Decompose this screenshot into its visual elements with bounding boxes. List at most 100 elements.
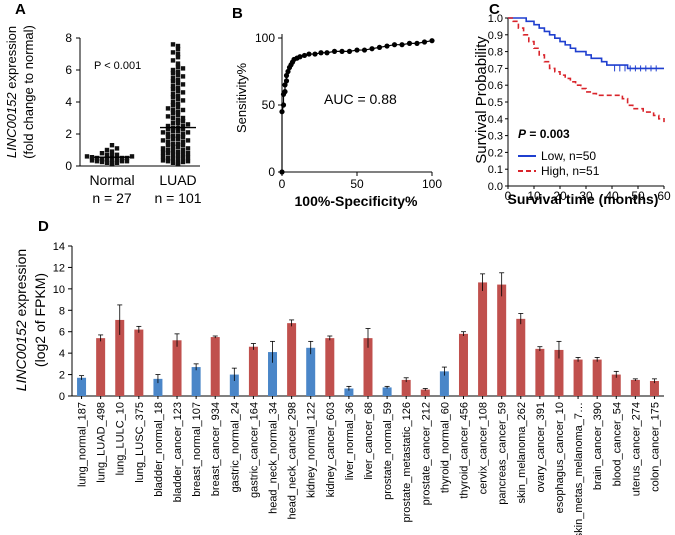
panel-b-point <box>354 47 360 53</box>
panel-d-bar <box>573 359 583 396</box>
panel-a-point <box>160 130 166 135</box>
panel-d-x-tick-label: lung_LUSC_375 <box>134 402 146 483</box>
panel-a-point <box>104 157 110 162</box>
panel-a-point <box>175 61 181 66</box>
panel-a-point <box>180 127 186 132</box>
panel-a-point <box>104 147 110 153</box>
panel-b-point <box>421 39 428 45</box>
panel-b-x-label: 100%-Specificity% <box>295 193 418 209</box>
panel-b-point <box>312 51 318 57</box>
panel-d-bar <box>229 374 239 396</box>
panel-a-point <box>94 155 100 161</box>
panel-d-x-tick-label: liver_normal_36 <box>344 402 356 480</box>
panel-a-point <box>89 155 95 160</box>
panel-d-x-tick-label: brain_cancer_390 <box>592 402 604 490</box>
panel-a-point <box>170 87 176 92</box>
panel-c-x-tick-label: 30 <box>579 189 593 203</box>
panel-d-bar <box>592 359 602 396</box>
panel-a-point <box>114 157 120 162</box>
panel-a-y-label-gene: LINC00152 <box>4 92 19 159</box>
panel-a-point <box>175 149 181 154</box>
panel-a-point <box>175 104 181 109</box>
panel-d-x-tick-label: gastric_normal_24 <box>229 402 241 493</box>
panel-d-x-tick-label: head_neck_cancer_298 <box>287 402 299 519</box>
panel-a-point <box>89 158 95 163</box>
panel-d-x-tick-label: liver_cancer_68 <box>363 402 375 480</box>
panel-b-y-tick-label: 100 <box>255 31 275 45</box>
panel-a-point <box>175 136 181 141</box>
panel-a-point <box>175 51 181 57</box>
panel-c-y-tick-label: 0.7 <box>488 63 503 75</box>
panel-a-point <box>175 69 181 74</box>
panel-d-y-tick-label: 4 <box>59 348 65 360</box>
panel-d-x-tick-label: bladder_normal_18 <box>153 402 165 497</box>
panel-c-letter: C <box>489 1 500 18</box>
panel-a-point <box>170 99 176 105</box>
panel-d-bar <box>306 347 316 396</box>
panel-d-bar <box>497 284 507 396</box>
panel-a-y-tick-label: 4 <box>65 95 72 109</box>
panel-a-point <box>165 135 171 140</box>
panel-d-bar <box>439 371 449 396</box>
panel-a-point <box>180 66 186 71</box>
panel-b-x-tick-label: 0 <box>279 177 286 191</box>
svg-text:LINC00152 expression: LINC00152 expression <box>4 26 19 158</box>
panel-a-point <box>170 91 176 97</box>
panel-a-point <box>170 58 176 63</box>
panel-a-letter: A <box>15 1 26 18</box>
panel-c-x-tick-label: 60 <box>657 189 671 203</box>
panel-d-x-tick-label: breast_cancer_934 <box>210 402 222 496</box>
panel-b-point <box>346 48 353 55</box>
panel-a-point <box>175 109 181 114</box>
panel-d-x-tick-label: pancreas_cancer_59 <box>497 402 509 505</box>
panel-a-pvalue: P < 0.001 <box>94 60 141 72</box>
panel-b-point <box>324 50 330 56</box>
panel-a-point <box>175 112 181 117</box>
panel-b-point <box>283 72 290 79</box>
panel-d-y-label-line2: (log2 of FPKM) <box>32 273 48 367</box>
panel-c-low-curve <box>508 17 664 70</box>
panel-a-point <box>170 42 176 47</box>
panel-a-point <box>170 152 176 157</box>
panel-b-point <box>339 48 345 55</box>
panel-d-bar <box>363 338 373 396</box>
panel-d-bar <box>153 378 163 396</box>
panel-a-point <box>180 90 186 95</box>
panel-a-point <box>180 135 186 140</box>
panel-a-point <box>165 106 171 111</box>
panel-a-point <box>175 43 181 49</box>
panel-d-bar <box>649 381 659 396</box>
panel-a-point <box>99 159 105 165</box>
panel-d-y-tick-label: 2 <box>59 370 65 382</box>
panel-a-point <box>104 152 110 157</box>
panel-d-x-tick-label: cervix_cancer_108 <box>478 402 490 494</box>
panel-a-point <box>165 159 171 164</box>
panel-a-point <box>170 120 176 125</box>
panel-d-bar <box>210 337 220 396</box>
panel-d-bars <box>77 272 659 396</box>
panel-a-point <box>170 75 176 81</box>
panel-c-x-tick-label: 10 <box>527 189 541 203</box>
panel-a-point <box>84 154 90 159</box>
panel-a-point <box>180 143 186 148</box>
panel-b-point <box>331 48 338 55</box>
panel-a-point <box>185 159 191 164</box>
panel-a-point <box>175 133 181 138</box>
panel-d-bar <box>478 282 488 396</box>
panel-b-y-tick-label: 50 <box>262 98 276 112</box>
panel-b-point <box>283 78 290 84</box>
panel-a-point <box>175 101 181 106</box>
panel-a-point <box>180 98 186 103</box>
panel-a-point <box>109 149 115 154</box>
panel-a-point <box>170 115 176 121</box>
panel-a-point <box>175 157 181 162</box>
panel-b-point <box>297 54 303 60</box>
panel-b-point <box>318 50 324 56</box>
panel-a-point <box>185 155 191 160</box>
panel-a-y-label-rest: expression <box>4 26 19 92</box>
panel-b-y-tick-label: 0 <box>268 165 275 179</box>
panel-a-y-tick-label: 8 <box>65 31 72 45</box>
panel-a-point <box>175 161 181 166</box>
panel-c-y-tick-label: 0.3 <box>488 131 503 143</box>
panel-a-point <box>170 128 176 133</box>
